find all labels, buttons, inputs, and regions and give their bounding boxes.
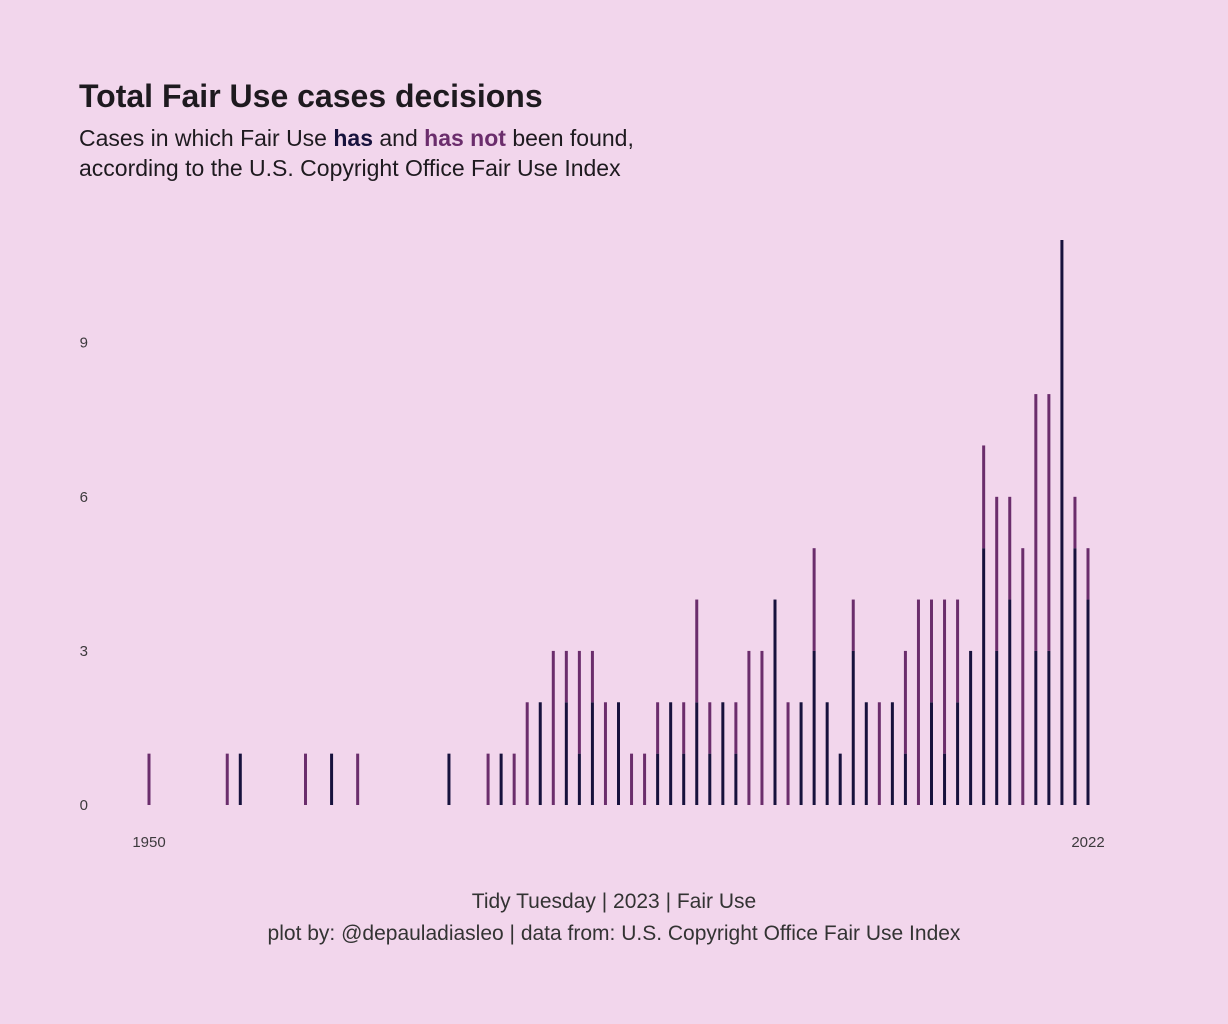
bar-fair-use-found [890, 702, 894, 805]
chart-subtitle: Cases in which Fair Use has and has not … [79, 123, 634, 183]
caption-line-1: Tidy Tuesday | 2023 | Fair Use [471, 890, 757, 913]
caption: Tidy Tuesday | 2023 | Fair Use plot by: … [0, 886, 1228, 950]
bar-fair-use-not-found [682, 702, 686, 754]
bar-fair-use-found [969, 650, 973, 805]
y-tick-label: 9 [80, 335, 88, 352]
bar-fair-use-found [851, 650, 855, 805]
bar-fair-use-not-found [1047, 394, 1051, 651]
bar-fair-use-found [708, 753, 712, 805]
bar-fair-use-found [238, 753, 242, 805]
bar-fair-use-not-found [1034, 394, 1038, 651]
bar-fair-use-not-found [851, 599, 855, 651]
bar-fair-use-found [1008, 599, 1012, 805]
bar-fair-use-found [1073, 548, 1077, 805]
bar-fair-use-not-found [525, 702, 529, 805]
bar-fair-use-not-found [304, 753, 307, 805]
bar-fair-use-not-found [630, 753, 634, 805]
caption-line-2: plot by: @depauladiasleo | data from: U.… [267, 922, 961, 945]
bar-fair-use-not-found [877, 702, 881, 805]
bar-fair-use-found [590, 702, 594, 805]
bar-fair-use-not-found [512, 753, 516, 805]
bar-chart: 0 3 6 9 1950 2022 [80, 240, 1105, 851]
bar-fair-use-found [499, 753, 503, 805]
bar-fair-use-not-found [656, 702, 660, 754]
bar-fair-use-not-found [1073, 496, 1077, 549]
bar-fair-use-found [956, 702, 960, 805]
bar-fair-use-found [721, 702, 725, 805]
bar-fair-use-not-found [930, 599, 933, 703]
y-tick-label: 0 [80, 797, 88, 814]
bar-fair-use-not-found [760, 650, 764, 805]
bar-fair-use-not-found [577, 650, 581, 754]
bar-fair-use-not-found [551, 650, 555, 805]
bar-fair-use-found [695, 702, 699, 805]
bars [147, 240, 1090, 805]
bar-fair-use-found [982, 548, 986, 805]
bar-fair-use-not-found [747, 650, 751, 805]
bar-fair-use-not-found [956, 599, 960, 703]
bar-fair-use-not-found [356, 753, 360, 805]
bar-fair-use-found [1034, 650, 1038, 805]
bar-fair-use-found [682, 753, 686, 805]
bar-fair-use-found [734, 753, 738, 805]
bar-fair-use-not-found [1021, 548, 1025, 805]
bar-fair-use-found [656, 753, 660, 805]
bar-fair-use-found [995, 650, 999, 805]
bar-fair-use-found [1086, 599, 1090, 805]
bar-fair-use-not-found [903, 650, 907, 754]
bar-fair-use-not-found [1086, 548, 1090, 600]
bar-fair-use-not-found [225, 753, 229, 805]
y-tick-label: 3 [80, 643, 88, 660]
bar-fair-use-not-found [734, 702, 738, 754]
subtitle-has-highlight: has [333, 125, 373, 151]
bar-fair-use-not-found [943, 599, 947, 754]
bar-fair-use-found [773, 599, 777, 805]
bar-fair-use-not-found [1008, 496, 1012, 600]
bar-fair-use-not-found [147, 753, 151, 805]
bar-fair-use-found [447, 753, 451, 805]
bar-fair-use-found [669, 702, 673, 805]
bar-fair-use-found [838, 753, 842, 805]
bar-fair-use-found [577, 753, 581, 805]
x-tick-label: 2022 [1071, 834, 1104, 851]
x-tick-label: 1950 [132, 834, 165, 851]
x-axis: 1950 2022 [132, 834, 1104, 851]
bar-fair-use-not-found [995, 496, 999, 651]
bar-fair-use-not-found [982, 445, 986, 549]
subtitle-text-and: and [373, 125, 425, 151]
bar-fair-use-not-found [786, 702, 790, 805]
bar-fair-use-found [930, 702, 933, 805]
subtitle-has-not-highlight: has not [424, 125, 506, 151]
bar-fair-use-found [799, 702, 803, 805]
bar-fair-use-not-found [812, 548, 816, 651]
bar-fair-use-found [864, 702, 868, 805]
bar-fair-use-found [330, 753, 334, 805]
subtitle-text: Cases in which Fair Use [79, 125, 334, 151]
bar-fair-use-found [617, 702, 620, 805]
bar-fair-use-found [903, 753, 907, 805]
bar-fair-use-not-found [590, 650, 594, 703]
subtitle-line-2: according to the U.S. Copyright Office F… [79, 155, 621, 181]
chart-title: Total Fair Use cases decisions [79, 78, 543, 114]
bar-fair-use-found [538, 702, 542, 805]
bar-fair-use-found [1060, 240, 1064, 805]
y-axis: 0 3 6 9 [80, 335, 88, 814]
bar-fair-use-not-found [695, 599, 699, 703]
bar-fair-use-found [812, 650, 816, 805]
subtitle-text-found: been found, [505, 125, 634, 151]
bar-fair-use-not-found [486, 753, 490, 805]
bar-fair-use-not-found [708, 702, 712, 754]
bar-fair-use-found [825, 702, 829, 805]
bar-fair-use-not-found [916, 599, 920, 805]
bar-fair-use-not-found [564, 650, 568, 703]
bar-fair-use-found [943, 753, 947, 805]
bar-fair-use-found [1047, 650, 1051, 805]
bar-fair-use-found [564, 702, 568, 805]
y-tick-label: 6 [80, 489, 88, 506]
bar-fair-use-not-found [643, 753, 647, 805]
bar-fair-use-not-found [603, 702, 607, 805]
